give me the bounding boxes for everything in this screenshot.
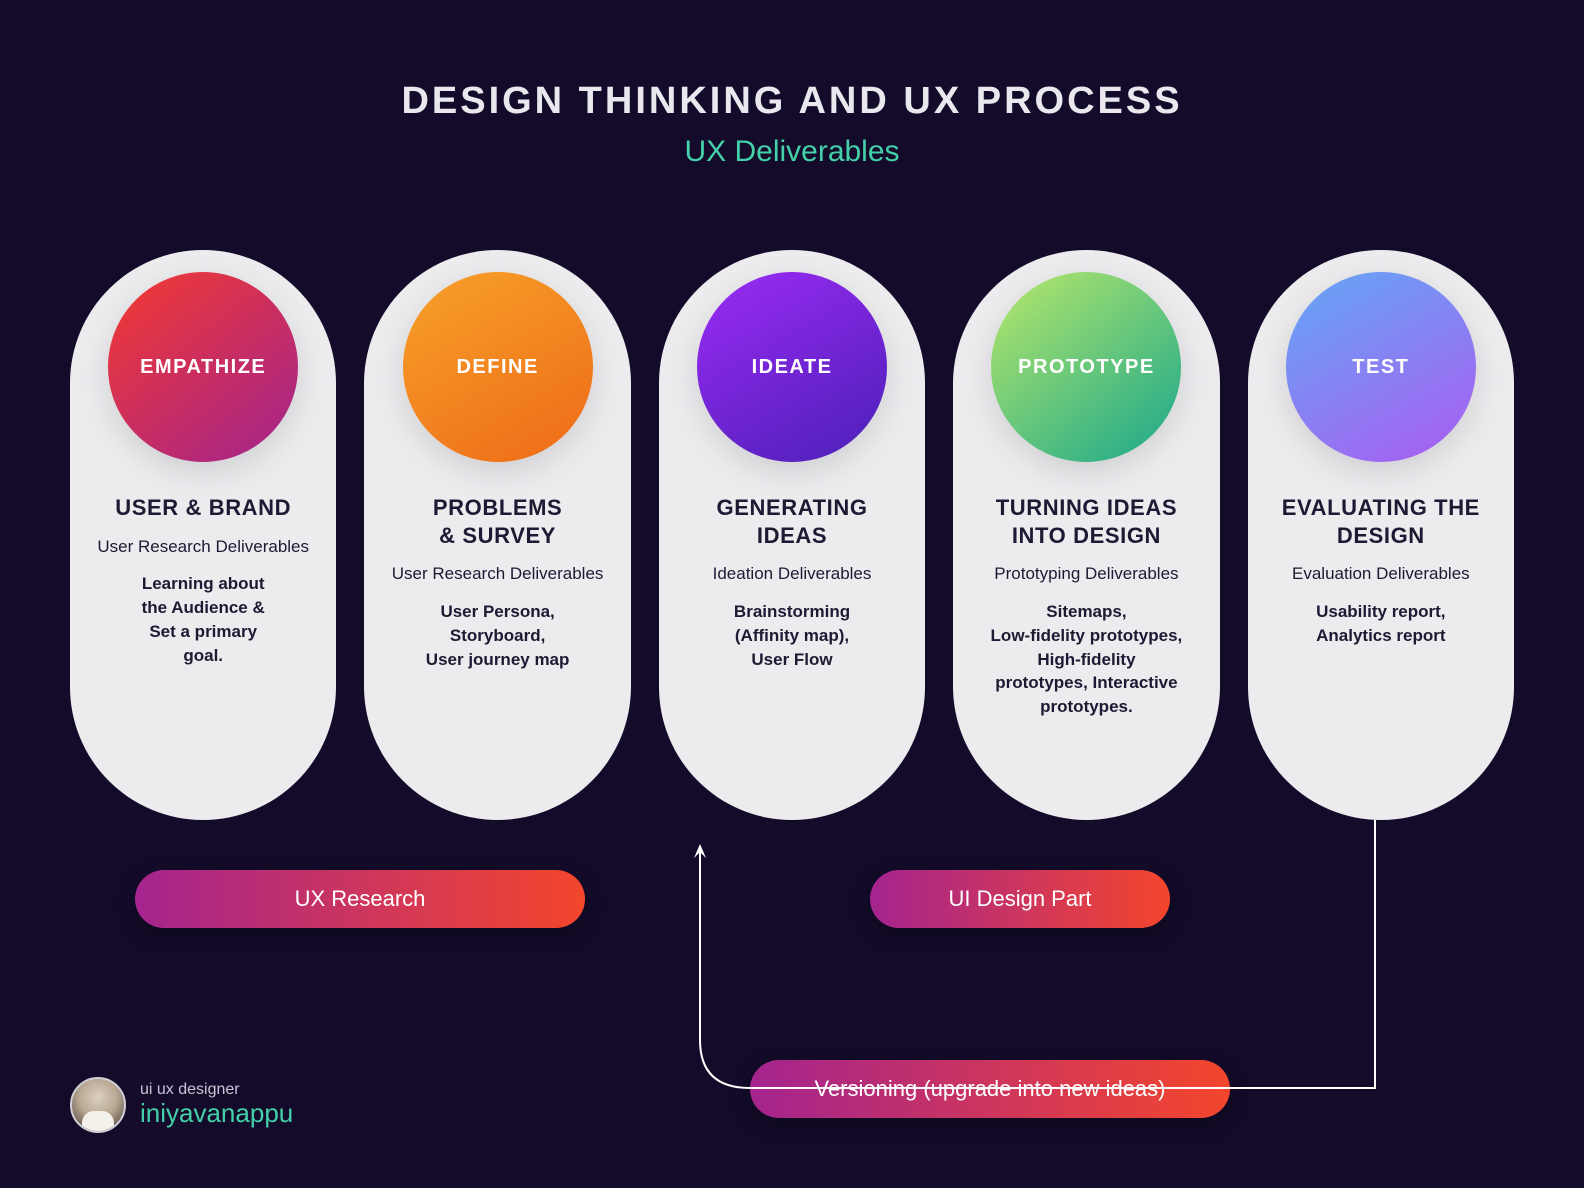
stage-empathize: EMPATHIZE USER & BRAND User Research Del…: [70, 250, 336, 820]
stage-circle-test: TEST: [1286, 272, 1476, 462]
stages-row: EMPATHIZE USER & BRAND User Research Del…: [70, 250, 1514, 820]
stage-details: Learning about the Audience & Set a prim…: [94, 572, 312, 667]
stage-circle-ideate: IDEATE: [697, 272, 887, 462]
pill-versioning: Versioning (upgrade into new ideas): [750, 1060, 1230, 1118]
stage-prototype: PROTOTYPE TURNING IDEAS INTO DESIGN Prot…: [953, 250, 1219, 820]
stage-heading: EVALUATING THE DESIGN: [1272, 494, 1490, 549]
pill-label: UX Research: [295, 886, 426, 912]
stage-details: Usability report, Analytics report: [1272, 600, 1490, 648]
stage-sub: User Research Deliverables: [94, 536, 312, 559]
stage-circle-label: TEST: [1352, 356, 1409, 379]
stage-details: User Persona, Storyboard, User journey m…: [388, 600, 606, 671]
page-subtitle: UX Deliverables: [0, 135, 1584, 169]
author-text: ui ux designer iniyavanappu: [140, 1081, 293, 1129]
stage-heading: TURNING IDEAS INTO DESIGN: [977, 494, 1195, 549]
stage-details: Sitemaps, Low-fidelity prototypes, High-…: [977, 600, 1195, 719]
stage-heading: GENERATING IDEAS: [683, 494, 901, 549]
stage-circle-label: IDEATE: [752, 356, 833, 379]
stage-sub: Evaluation Deliverables: [1272, 563, 1490, 586]
author-block: ui ux designer iniyavanappu: [70, 1077, 293, 1133]
page-title: DESIGN THINKING AND UX PROCESS: [0, 80, 1584, 123]
stage-heading: USER & BRAND: [94, 494, 312, 522]
author-avatar-icon: [70, 1077, 126, 1133]
author-role: ui ux designer: [140, 1081, 293, 1099]
stage-sub: Ideation Deliverables: [683, 563, 901, 586]
pill-ux-research: UX Research: [135, 870, 585, 928]
stage-circle-prototype: PROTOTYPE: [991, 272, 1181, 462]
stage-heading: PROBLEMS & SURVEY: [388, 494, 606, 549]
stage-circle-empathize: EMPATHIZE: [108, 272, 298, 462]
stage-test: TEST EVALUATING THE DESIGN Evaluation De…: [1248, 250, 1514, 820]
stage-circle-define: DEFINE: [403, 272, 593, 462]
stage-details: Brainstorming (Affinity map), User Flow: [683, 600, 901, 671]
stage-sub: Prototyping Deliverables: [977, 563, 1195, 586]
stage-circle-label: EMPATHIZE: [140, 356, 266, 379]
author-name: iniyavanappu: [140, 1099, 293, 1129]
pill-label: Versioning (upgrade into new ideas): [814, 1076, 1165, 1102]
stage-sub: User Research Deliverables: [388, 563, 606, 586]
pill-ui-design: UI Design Part: [870, 870, 1170, 928]
stage-define: DEFINE PROBLEMS & SURVEY User Research D…: [364, 250, 630, 820]
stage-circle-label: DEFINE: [456, 356, 538, 379]
stage-circle-label: PROTOTYPE: [1018, 356, 1155, 379]
pill-label: UI Design Part: [948, 886, 1091, 912]
stage-ideate: IDEATE GENERATING IDEAS Ideation Deliver…: [659, 250, 925, 820]
